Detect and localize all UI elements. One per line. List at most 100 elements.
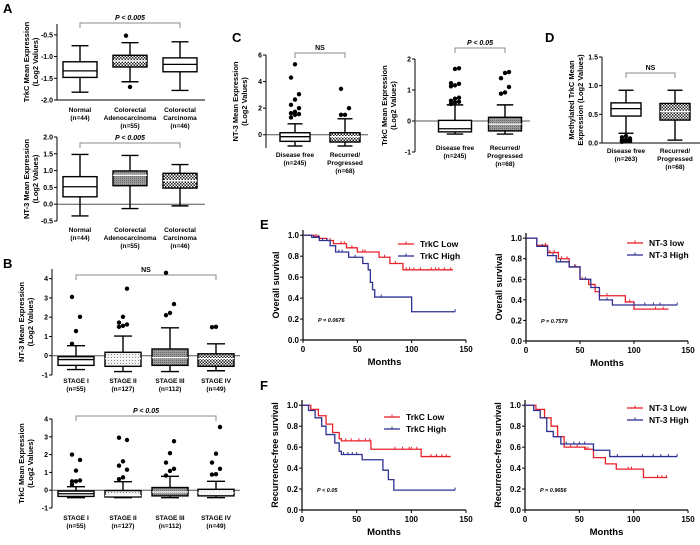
outlier-point (77, 457, 83, 463)
y-tick-label: 0.0 (588, 141, 598, 148)
y-tick-label: 3 (44, 434, 48, 441)
legend-label: NT-3 low (649, 238, 684, 248)
box-iqr (610, 102, 642, 117)
outlier-point (120, 475, 126, 480)
y-axis-label-unit: Expression (Log2 Values) (576, 54, 585, 146)
x-tick-label: 0 (523, 515, 528, 524)
category-label: (n=49) (206, 386, 225, 393)
y-tick-label: 0.4 (510, 464, 522, 473)
y-tick-label: 0.2 (288, 315, 300, 324)
y-tick-label: -0.5 (41, 32, 53, 39)
y-axis-label-unit: (Log2 Values) (26, 297, 35, 346)
category-label: STAGE III (155, 515, 184, 522)
survival-curve-nt-3-low (525, 404, 668, 479)
box-iqr (104, 351, 142, 368)
outlier-point (167, 468, 173, 474)
y-tick-label: 4 (44, 417, 48, 424)
y-axis-label: TrkC Mean Expression (17, 423, 26, 504)
x-axis-label: Months (590, 358, 624, 369)
p-value-label: P = 0.7579 (541, 319, 568, 325)
category-label: (n=55) (120, 243, 139, 250)
y-axis-label: TrkC Mean Expression (380, 65, 389, 146)
outlier-point (116, 435, 122, 440)
box-iqr (329, 132, 361, 143)
outlier-point (69, 341, 75, 346)
outlier-point (292, 62, 298, 67)
outlier-point (296, 91, 302, 97)
outlier-point (120, 323, 126, 329)
y-axis-label-unit: (Log2 Values) (26, 439, 35, 488)
legend-label: NT-3 High (649, 250, 689, 260)
legend-label: NT-3 Low (649, 403, 687, 413)
outlier-point (452, 100, 458, 105)
category-label: Disease free (276, 152, 315, 159)
legend-label: TrkC High (406, 424, 446, 434)
box-3 (162, 163, 198, 207)
y-tick-label: 0.2 (287, 485, 299, 494)
x-tick-label: 100 (405, 345, 419, 354)
category-label: (n=245) (284, 160, 307, 167)
category-label: Adenocarcinoma (104, 235, 157, 242)
outlier-point (73, 328, 79, 334)
y-tick-label: 0.5 (43, 185, 53, 192)
outlier-point (69, 452, 75, 457)
significance-bracket (75, 415, 217, 421)
y-axis-label: NT-3 Mean Expression (22, 139, 31, 219)
panel-label-a: A (3, 1, 13, 16)
y-tick-label: 0 (258, 132, 262, 139)
x-tick-label: 150 (681, 346, 695, 355)
y-tick-label: 0.2 (511, 316, 523, 325)
outlier-point (619, 135, 625, 140)
y-axis-label: Recurrence-free survival (270, 402, 280, 508)
x-tick-label: 0 (300, 515, 305, 524)
outlier-point (452, 83, 458, 88)
y-axis-label: Overall survival (494, 253, 504, 320)
category-label: Recurred/ (330, 152, 361, 159)
outlier-point (77, 314, 83, 319)
outlier-point (288, 75, 294, 80)
box-iqr (112, 170, 148, 187)
x-tick-label: 100 (627, 515, 641, 524)
outlier-point (346, 105, 352, 111)
y-axis-label: NT-3 Mean Expression (17, 282, 26, 362)
x-tick-label: 50 (353, 345, 362, 354)
y-tick-label: -2.0 (41, 98, 53, 105)
y-tick-label: 0.8 (510, 422, 522, 431)
outlier-point (342, 112, 348, 117)
y-tick-label: 2 (44, 452, 48, 459)
significance-label: NS (646, 65, 656, 72)
outlier-point (167, 450, 173, 456)
x-tick-label: 150 (459, 345, 473, 354)
y-tick-label: 1.0 (511, 234, 523, 243)
category-label: Disease free (436, 145, 475, 152)
outlier-point (209, 472, 215, 477)
box-iqr (197, 353, 235, 368)
box-2 (487, 69, 523, 135)
outlier-point (288, 115, 294, 120)
y-tick-label: 3 (44, 295, 48, 302)
box-chart-b1: -1 0 1 2 3 4 NT-3 Mean Expression (Log2 Values)… (17, 267, 240, 393)
outlier-point (124, 322, 130, 327)
y-tick-label: 0.6 (510, 443, 522, 452)
y-tick-label: 0.4 (511, 296, 523, 305)
outlier-point (217, 424, 223, 430)
y-tick-label: -1 (42, 373, 48, 380)
outlier-point (120, 314, 126, 319)
y-tick-label: -1 (405, 150, 411, 157)
category-label: Progressed (657, 156, 693, 163)
outlier-point (73, 479, 79, 484)
category-label: Progressed (487, 153, 523, 160)
outlier-point (123, 33, 129, 38)
outlier-point (292, 109, 298, 115)
y-tick-label: 0.0 (510, 506, 522, 515)
panel-label-c: C (232, 30, 242, 45)
significance-label: NS (141, 267, 151, 274)
outlier-point (213, 471, 219, 477)
panel-label-e: E (260, 217, 269, 232)
category-label: (n=46) (170, 243, 189, 250)
x-tick-label: 100 (405, 515, 419, 524)
y-tick-label: 4 (44, 276, 48, 283)
outlier-point (163, 460, 169, 465)
box-chart-c2: -1 0 1 2 TrkC Mean Expression (Log2 Values) P … (380, 40, 530, 168)
